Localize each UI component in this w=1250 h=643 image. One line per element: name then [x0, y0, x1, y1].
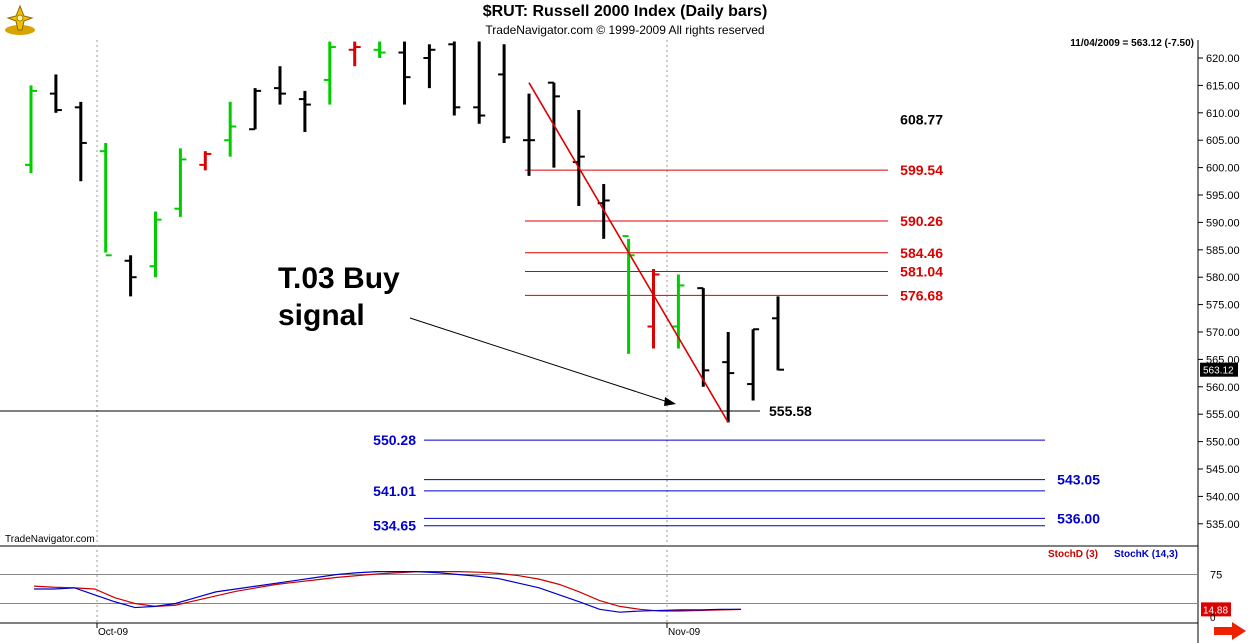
signal-arrow-head	[664, 397, 676, 406]
price-axis-label: 550.00	[1206, 437, 1240, 449]
price-axis-label: 590.00	[1206, 217, 1240, 229]
level-label: 584.46	[900, 245, 943, 261]
last-price-box	[1200, 362, 1238, 377]
date-axis-label: Nov-09	[668, 627, 701, 638]
stoch-axis-label: 0	[1210, 613, 1216, 624]
last-quote-readout: 11/04/2009 = 563.12 (-7.50)	[1070, 38, 1194, 49]
trendline	[528, 82, 729, 423]
watermark: TradeNavigator.com	[5, 534, 95, 545]
stoch-value-label: 14.88	[1203, 605, 1228, 616]
price-axis-label: 570.00	[1206, 327, 1240, 339]
stoch-line	[33, 570, 742, 612]
signal-arrow	[409, 317, 669, 403]
last-price-label: 563.12	[1203, 366, 1234, 377]
price-axis-label: 595.00	[1206, 190, 1240, 202]
price-axis-label: 620.00	[1206, 53, 1240, 65]
level-label: 550.28	[373, 432, 416, 448]
price-axis-label: 605.00	[1206, 135, 1240, 147]
stoch-line	[34, 570, 742, 613]
stoch-d-legend: StochD (3)	[1048, 549, 1098, 560]
buy-signal-annotation: signal	[278, 299, 365, 332]
buy-signal-annotation: T.03 Buy	[278, 262, 400, 295]
navigator-logo-icon	[2, 2, 38, 38]
price-axis-label: 610.00	[1206, 108, 1240, 120]
price-axis-label: 580.00	[1206, 272, 1240, 284]
level-label: 541.01	[373, 483, 416, 499]
price-axis-label: 585.00	[1206, 245, 1240, 257]
stochastic-panel: 75 14.880	[0, 570, 1231, 624]
price-axis-label: 555.00	[1206, 409, 1240, 421]
level-label: 543.05	[1057, 472, 1100, 488]
level-label: 581.04	[900, 264, 943, 280]
level-label: 536.00	[1057, 510, 1100, 526]
level-label: 590.26	[900, 213, 943, 229]
price-panel: 535.00540.00545.00550.00555.00560.00565.…	[0, 41, 1240, 638]
scroll-right-icon[interactable]	[1214, 622, 1246, 640]
stoch-k-legend: StochK (14,3)	[1114, 549, 1178, 560]
level-label: 608.77	[900, 112, 943, 128]
date-axis-label: Oct-09	[98, 627, 128, 638]
chart-title: $RUT: Russell 2000 Index (Daily bars)	[482, 3, 768, 20]
price-axis-label: 535.00	[1206, 519, 1240, 531]
chart-subtitle: TradeNavigator.com © 1999-2009 All right…	[485, 23, 765, 37]
signal-level-label: 555.58	[769, 403, 812, 419]
price-axis-label: 600.00	[1206, 163, 1240, 175]
price-axis-label: 540.00	[1206, 491, 1240, 503]
stoch-value-box	[1201, 602, 1231, 617]
level-label: 576.68	[900, 287, 943, 303]
price-axis-label: 560.00	[1206, 382, 1240, 394]
price-axis-label: 545.00	[1206, 464, 1240, 476]
price-axis-label: 615.00	[1206, 80, 1240, 92]
level-label: 534.65	[373, 518, 416, 534]
level-label: 599.54	[900, 162, 943, 178]
stoch-axis-label: 75	[1210, 570, 1222, 582]
price-axis-label: 575.00	[1206, 300, 1240, 312]
